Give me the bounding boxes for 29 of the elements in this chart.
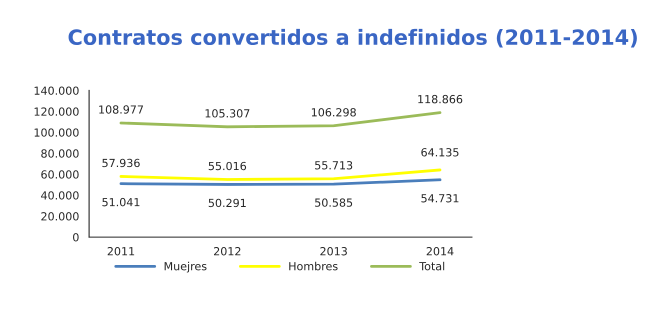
line-series [120, 168, 442, 181]
y-tick-label: 120.000 [34, 107, 79, 116]
y-tick-label: 80.000 [41, 149, 79, 158]
y-tick-label: 0 [73, 233, 79, 242]
y-tick-label: 140.000 [34, 86, 79, 95]
data-label: 118.866 [418, 94, 462, 104]
legend-label: Total [419, 262, 444, 270]
y-tick-label: 20.000 [41, 212, 79, 221]
data-label: 57.936 [102, 158, 140, 168]
x-tick-label: 2013 [320, 247, 347, 256]
y-tick-label: 40.000 [41, 191, 79, 200]
data-label: 50.585 [315, 198, 352, 207]
data-label: 55.016 [208, 162, 246, 170]
data-label: 54.731 [421, 194, 458, 202]
x-tick-label: 2012 [214, 247, 240, 256]
data-label: 108.977 [99, 105, 144, 114]
data-label: 51.041 [102, 198, 140, 206]
data-label: 106.298 [312, 108, 356, 117]
chart-title: Contratos convertidos a indefinidos (2011-2014) [68, 28, 637, 48]
x-tick-label: 2014 [426, 247, 454, 256]
legend-label: Muejres [164, 262, 207, 273]
x-tick-label: 2011 [108, 247, 134, 256]
y-tick-label: 100.000 [34, 128, 79, 137]
data-label: 64.135 [421, 148, 458, 156]
legend-label: Hombres [289, 262, 338, 270]
data-label: 105.307 [206, 109, 250, 118]
data-label: 55.713 [315, 161, 352, 170]
y-tick-label: 60.000 [41, 170, 79, 179]
data-label: 50.291 [208, 198, 246, 208]
